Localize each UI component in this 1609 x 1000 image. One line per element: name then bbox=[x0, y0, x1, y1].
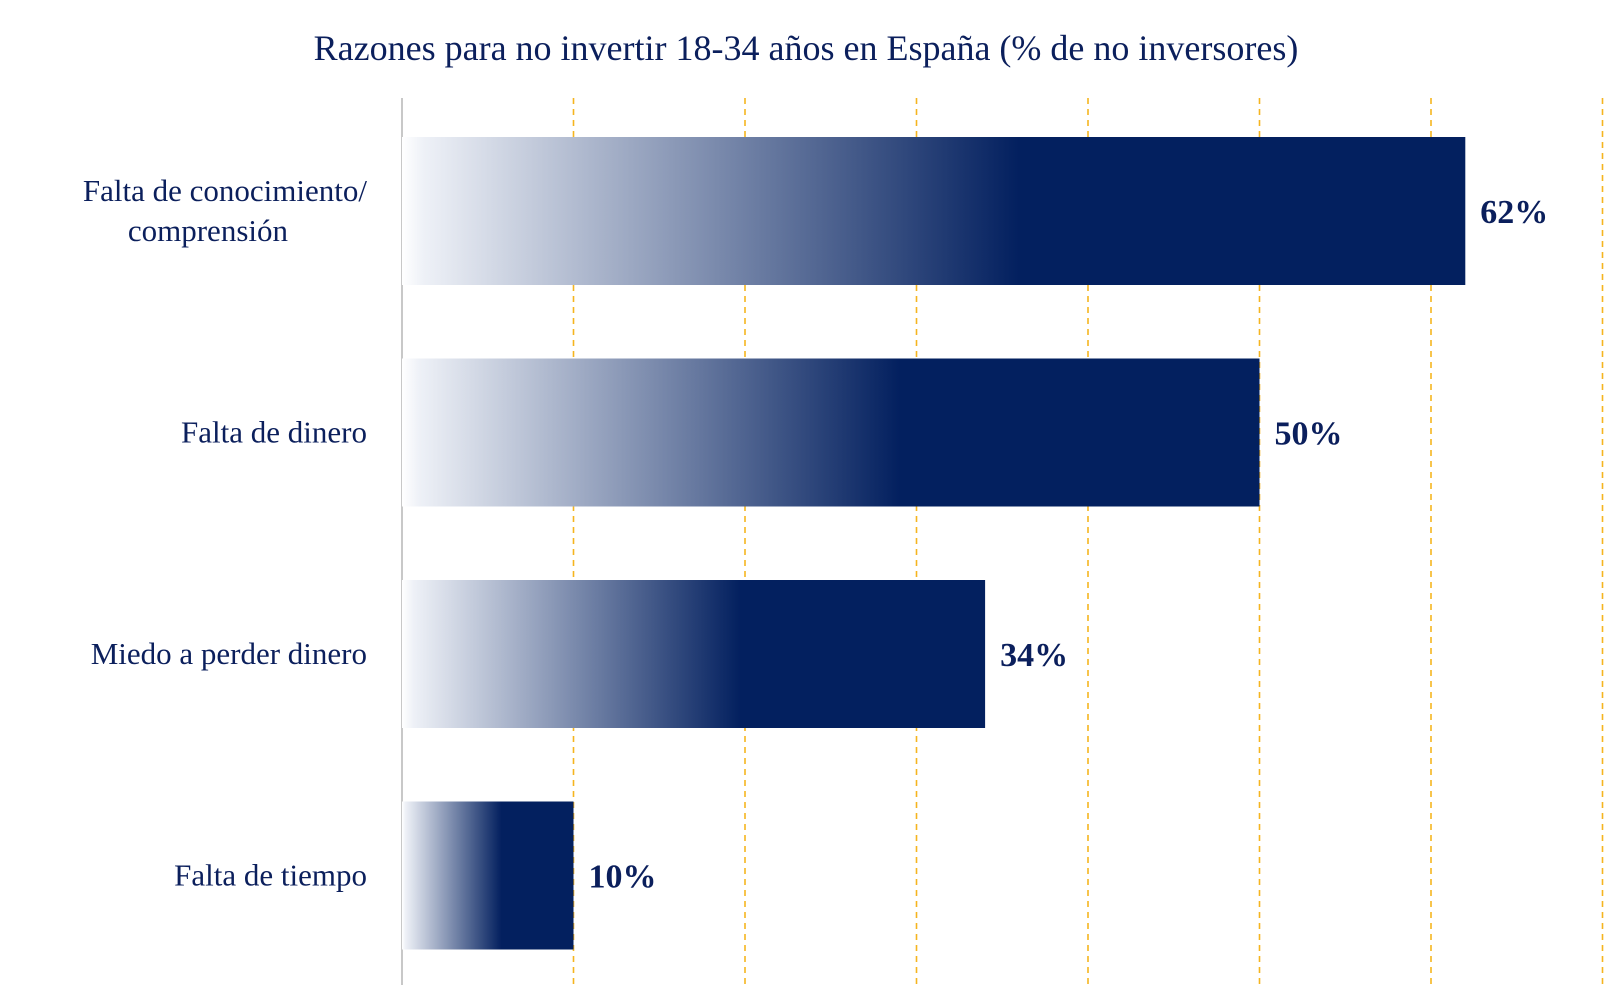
category-labels: Falta de conocimiento/comprensión Falta d… bbox=[83, 173, 367, 893]
category-label: Falta de tiempo bbox=[174, 858, 367, 893]
bar bbox=[402, 801, 574, 950]
bar bbox=[402, 137, 1466, 285]
value-labels: 62% 50% 34% 10% bbox=[589, 194, 1549, 896]
category-label: Miedo a perder dinero bbox=[91, 636, 367, 671]
chart-title: Razones para no invertir 18-34 años en E… bbox=[314, 28, 1299, 68]
value-label: 62% bbox=[1480, 194, 1548, 231]
category-label: Falta de conocimiento/ bbox=[83, 173, 367, 208]
category-label: comprensión bbox=[128, 213, 289, 248]
value-label: 10% bbox=[589, 859, 657, 896]
value-label: 34% bbox=[1000, 637, 1068, 674]
value-label: 50% bbox=[1275, 416, 1343, 453]
bar bbox=[402, 580, 986, 728]
bars bbox=[402, 137, 1466, 950]
bar bbox=[402, 358, 1260, 507]
category-label: Falta de dinero bbox=[181, 415, 367, 450]
